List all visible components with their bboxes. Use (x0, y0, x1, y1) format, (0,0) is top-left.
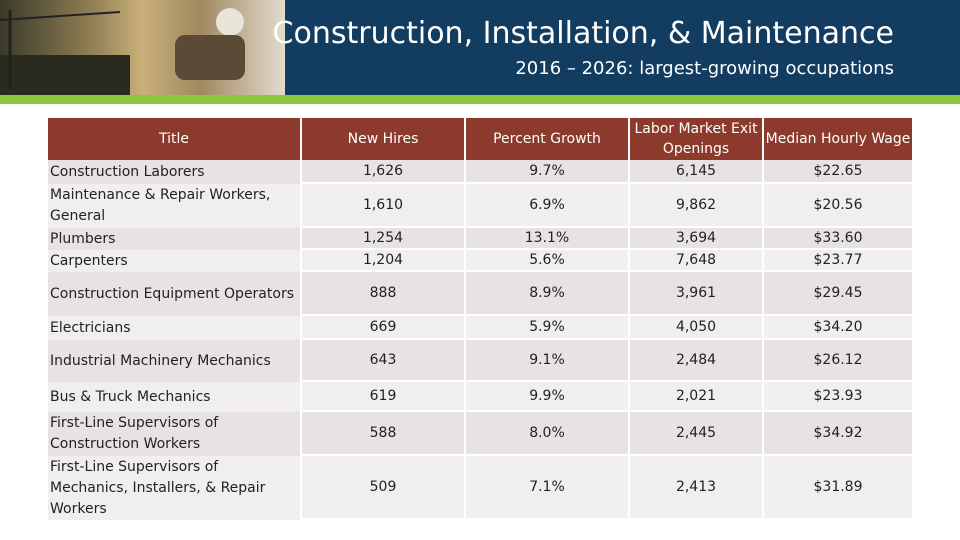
accent-strip (0, 95, 960, 104)
header-photo (0, 0, 285, 95)
table-cell: 9.9% (466, 382, 628, 410)
table-cell: 643 (302, 340, 464, 380)
table-cell: 1,626 (302, 160, 464, 182)
table-cell: 9,862 (630, 184, 762, 226)
column-header: Title (48, 118, 300, 160)
table-cell: 13.1% (466, 228, 628, 248)
table-cell: 5.9% (466, 316, 628, 338)
table-cell: 888 (302, 272, 464, 314)
table-cell: 7,648 (630, 250, 762, 270)
slide-subtitle: 2016 – 2026: largest-growing occupations (515, 58, 894, 79)
table-cell: $33.60 (764, 228, 912, 248)
table-cell: 509 (302, 456, 464, 518)
table-cell: 669 (302, 316, 464, 338)
table-cell: 588 (302, 412, 464, 454)
table-cell: $20.56 (764, 184, 912, 226)
table-cell: 1,204 (302, 250, 464, 270)
column-header: Median Hourly Wage (764, 118, 912, 160)
row-title: Bus & Truck Mechanics (48, 382, 300, 412)
table-cell: 2,484 (630, 340, 762, 380)
table-cell: 7.1% (466, 456, 628, 518)
table-cell: $34.20 (764, 316, 912, 338)
table-cell: $29.45 (764, 272, 912, 314)
table-cell: 9.1% (466, 340, 628, 380)
table-cell: 4,050 (630, 316, 762, 338)
table-cell: 1,610 (302, 184, 464, 226)
column-header: Labor Market Exit Openings (630, 118, 762, 160)
row-title: Maintenance & Repair Workers, General (48, 184, 300, 228)
table-cell: 8.0% (466, 412, 628, 454)
table-cell: $22.65 (764, 160, 912, 182)
table-cell: 3,694 (630, 228, 762, 248)
table-cell: 2,021 (630, 382, 762, 410)
table-cell: 6,145 (630, 160, 762, 182)
photo-art (0, 8, 245, 95)
row-title: Carpenters (48, 250, 300, 272)
table-cell: $23.93 (764, 382, 912, 410)
row-title: Electricians (48, 316, 300, 340)
slide-title: Construction, Installation, & Maintenanc… (272, 16, 894, 51)
row-title: Construction Laborers (48, 160, 300, 184)
table-cell: 2,445 (630, 412, 762, 454)
row-title: Industrial Machinery Mechanics (48, 340, 300, 382)
row-title: First-Line Supervisors of Construction W… (48, 412, 300, 456)
column-header: New Hires (302, 118, 464, 160)
row-title: Construction Equipment Operators (48, 272, 300, 316)
table-cell: 3,961 (630, 272, 762, 314)
table-cell: 9.7% (466, 160, 628, 182)
table-cell: 5.6% (466, 250, 628, 270)
table-cell: 2,413 (630, 456, 762, 518)
table-cell: $34.92 (764, 412, 912, 454)
table-cell: $26.12 (764, 340, 912, 380)
table-cell: 619 (302, 382, 464, 410)
table-cell: 1,254 (302, 228, 464, 248)
column-header: Percent Growth (466, 118, 628, 160)
row-title: First-Line Supervisors of Mechanics, Ins… (48, 456, 300, 520)
table-cell: 8.9% (466, 272, 628, 314)
table-cell: $31.89 (764, 456, 912, 518)
table-cell: 6.9% (466, 184, 628, 226)
table-cell: $23.77 (764, 250, 912, 270)
row-title: Plumbers (48, 228, 300, 250)
